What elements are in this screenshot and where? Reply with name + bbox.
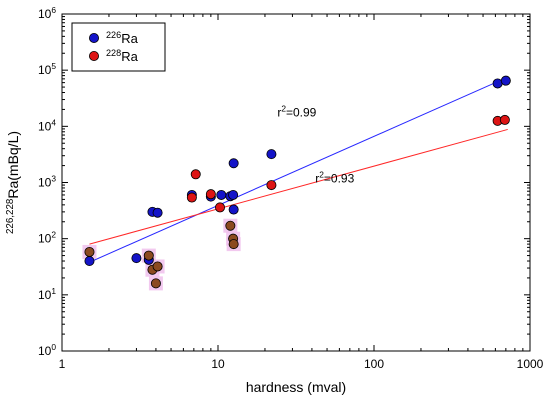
point-228ra: [150, 278, 161, 289]
r2-label-226ra: r2=0.99: [277, 103, 316, 119]
y-tick-label: 100: [38, 342, 56, 358]
point-226ra: [131, 253, 142, 264]
point-228ra: [215, 202, 226, 213]
r2-label-228ra: r2=0.93: [315, 170, 354, 186]
point-226ra: [228, 204, 239, 215]
point-226ra: [228, 189, 239, 200]
legend-marker-228ra: [89, 51, 100, 62]
y-tick-label: 104: [38, 117, 56, 133]
trend-line-228ra: [89, 128, 508, 245]
point-228ra: [143, 250, 154, 261]
point-228ra: [205, 189, 216, 200]
plot-area: r2=0.99 r2=0.93: [82, 75, 511, 291]
point-226ra: [216, 189, 227, 200]
legend-label-228ra: 228Ra: [106, 48, 139, 64]
point-226ra: [500, 75, 511, 86]
point-226ra: [84, 256, 95, 267]
x-tick-label: 10: [211, 357, 225, 371]
y-tick-label: 102: [38, 230, 56, 246]
trend-line-226ra: [89, 76, 508, 263]
legend: 226Ra 228Ra: [71, 22, 166, 72]
y-tick-label: 103: [38, 174, 56, 190]
point-228ra: [499, 114, 510, 125]
y-tick-label: 106: [38, 5, 56, 21]
point-228ra: [190, 169, 201, 180]
y-tick-label: 105: [38, 61, 56, 77]
legend-label-226ra: 226Ra: [106, 30, 139, 46]
axes: 1 10 100 1000 100 101 102 103 104 105 106 hardness …: [5, 5, 544, 395]
legend-box: [71, 22, 166, 72]
point-228ra: [228, 239, 239, 250]
point-226ra: [492, 78, 503, 89]
y-axis-title: 226,228Ra(mBq/L): [5, 131, 22, 234]
x-tick-label: 100: [364, 357, 384, 371]
y-tick-label: 101: [38, 286, 56, 302]
point-228ra: [225, 220, 236, 231]
point-228ra: [152, 261, 163, 272]
x-tick-label: 1: [59, 357, 66, 371]
point-226ra: [266, 149, 277, 160]
x-tick-label: 1000: [517, 357, 544, 371]
point-228ra: [186, 192, 197, 203]
point-226ra: [228, 158, 239, 169]
point-228ra: [84, 246, 95, 257]
point-228ra: [266, 180, 277, 191]
legend-marker-226ra: [89, 33, 100, 44]
point-226ra: [152, 207, 163, 218]
x-axis-title: hardness (mval): [246, 379, 346, 395]
